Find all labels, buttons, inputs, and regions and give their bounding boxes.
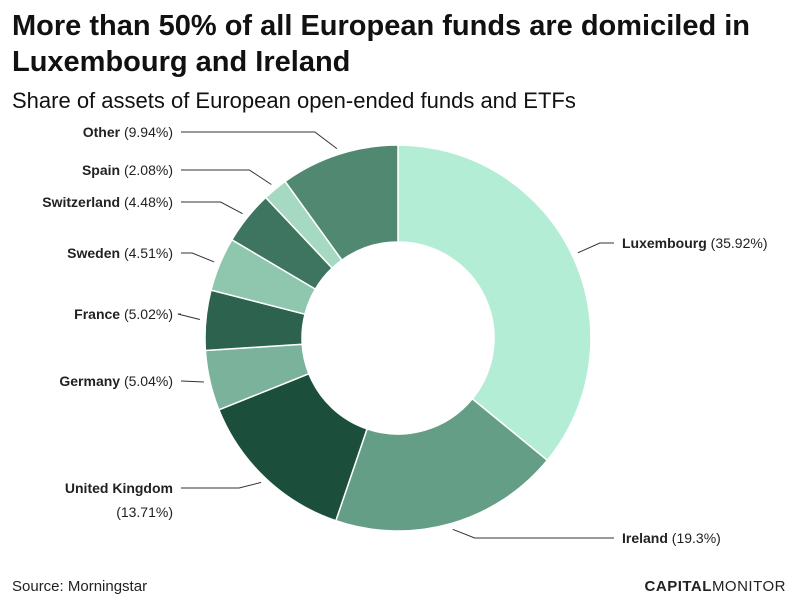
slice-label-name: Germany — [59, 373, 120, 389]
slice-label: Switzerland (4.48%) — [42, 194, 173, 210]
leader-line — [181, 481, 262, 489]
leader-line — [577, 242, 614, 254]
slice-label: Germany (5.04%) — [59, 373, 173, 389]
leader-line — [181, 252, 215, 263]
source-note: Source: Morningstar — [12, 578, 148, 595]
logo-light-text: MONITOR — [711, 578, 786, 595]
slice-label-value: (13.71%) — [116, 504, 173, 520]
slice-label-value: (9.94%) — [120, 124, 173, 140]
leader-line — [181, 131, 338, 150]
slice-label-name: France — [74, 306, 120, 322]
slice-label: Spain (2.08%) — [82, 162, 173, 178]
slice-label-name: United Kingdom — [65, 480, 173, 496]
slice-label-value: (35.92%) — [707, 235, 768, 251]
slice-label-value: (5.02%) — [120, 306, 173, 322]
publisher-logo: CAPITALMONITOR — [645, 578, 786, 595]
leader-line — [181, 201, 243, 215]
chart-title: More than 50% of all European funds are … — [12, 10, 751, 78]
leader-line — [177, 313, 200, 321]
slice-label: Ireland (19.3%) — [622, 530, 721, 546]
slice-label-value: (2.08%) — [120, 162, 173, 178]
leader-line — [452, 528, 614, 539]
leader-line — [181, 380, 204, 383]
slice-label: Other (9.94%) — [83, 124, 173, 140]
slice-label: United Kingdom (13.71%) — [65, 480, 173, 520]
slice-label: Sweden (4.51%) — [67, 245, 173, 261]
slice-label-name: Switzerland — [42, 194, 120, 210]
slice-label-name: Luxembourg — [622, 235, 707, 251]
slice-label: Luxembourg (35.92%) — [622, 235, 767, 251]
slice-label-value: (4.48%) — [120, 194, 173, 210]
chart-subtitle: Share of assets of European open-ended f… — [12, 88, 576, 113]
slice-label-value: (19.3%) — [668, 530, 721, 546]
slice-label-name: Spain — [82, 162, 120, 178]
slice-luxembourg — [397, 144, 592, 462]
slice-label: France (5.02%) — [74, 306, 173, 322]
slice-label-name: Ireland — [622, 530, 668, 546]
slice-label-value: (5.04%) — [120, 373, 173, 389]
logo-bold-text: CAPITAL — [644, 578, 712, 595]
leader-line — [181, 169, 272, 185]
slice-other — [284, 144, 399, 262]
slice-ireland — [334, 397, 549, 532]
slice-label-value: (4.51%) — [120, 245, 173, 261]
slice-label-name: Sweden — [67, 245, 120, 261]
slice-label-name: Other — [83, 124, 121, 140]
